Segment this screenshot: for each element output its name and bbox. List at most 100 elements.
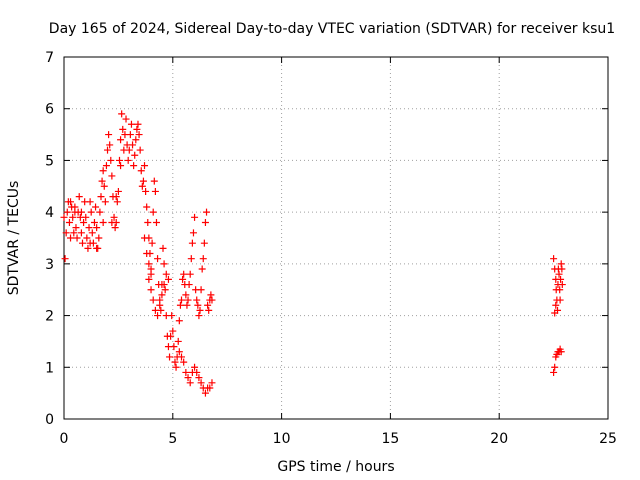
- data-point: [80, 218, 88, 226]
- data-point: [61, 255, 69, 263]
- data-point: [207, 291, 215, 299]
- y-tick-label: 7: [45, 50, 54, 66]
- data-point: [178, 296, 186, 304]
- data-point: [135, 131, 143, 139]
- data-point: [118, 110, 126, 118]
- x-tick-label: 5: [168, 431, 177, 447]
- data-point: [137, 167, 145, 175]
- data-point: [99, 167, 107, 175]
- axis-ticks: [63, 56, 609, 420]
- data-point: [141, 162, 149, 170]
- data-point: [204, 301, 212, 309]
- data-point: [185, 281, 193, 289]
- data-point: [97, 193, 105, 201]
- data-point: [82, 213, 90, 221]
- data-point: [152, 218, 160, 226]
- data-point: [180, 358, 188, 366]
- data-point: [551, 309, 559, 317]
- data-point: [174, 337, 182, 345]
- data-point: [131, 151, 139, 159]
- data-point: [143, 203, 151, 211]
- data-point: [77, 229, 85, 237]
- data-point: [101, 198, 109, 206]
- data-point: [117, 162, 125, 170]
- data-point: [201, 218, 209, 226]
- data-point: [70, 229, 78, 237]
- data-point: [88, 229, 96, 237]
- data-point: [92, 203, 100, 211]
- data-point: [550, 255, 558, 263]
- data-point: [147, 270, 155, 278]
- data-point: [145, 275, 153, 283]
- data-point: [175, 348, 183, 356]
- data-point: [556, 296, 564, 304]
- data-point: [183, 301, 191, 309]
- data-point: [122, 115, 130, 123]
- y-tick-label: 2: [45, 309, 54, 325]
- data-point: [191, 363, 199, 371]
- data-point: [95, 234, 103, 242]
- data-point: [148, 239, 156, 247]
- data-point: [136, 146, 144, 154]
- data-point: [63, 208, 71, 216]
- data-point: [154, 312, 162, 320]
- data-point: [160, 260, 168, 268]
- data-point: [127, 120, 135, 128]
- data-point: [106, 141, 114, 149]
- data-point: [208, 296, 216, 304]
- data-point: [154, 255, 162, 263]
- data-point: [184, 374, 192, 382]
- data-point: [178, 353, 186, 361]
- data-point: [130, 162, 138, 170]
- data-point: [142, 187, 150, 195]
- data-point: [200, 239, 208, 247]
- data-point: [193, 368, 201, 376]
- data-point: [557, 348, 565, 356]
- data-point: [191, 213, 199, 221]
- x-tick-labels: 0 5 10 15 20 25: [60, 431, 617, 447]
- data-point: [172, 363, 180, 371]
- data-point: [75, 193, 83, 201]
- data-point: [197, 379, 205, 387]
- data-point: [186, 270, 194, 278]
- series-sdtvar-late: [550, 255, 566, 376]
- data-point: [110, 213, 118, 221]
- data-point: [85, 224, 93, 232]
- data-point: [179, 275, 187, 283]
- data-point: [119, 125, 127, 133]
- data-point: [203, 208, 211, 216]
- data-point: [111, 224, 119, 232]
- data-point: [73, 234, 81, 242]
- data-point: [198, 265, 206, 273]
- data-point: [60, 213, 68, 221]
- y-tick-label: 3: [45, 257, 54, 273]
- x-axis-label: GPS time / hours: [277, 459, 394, 475]
- data-point: [133, 125, 141, 133]
- data-point: [159, 244, 167, 252]
- data-point: [158, 291, 166, 299]
- grid: [64, 57, 608, 419]
- data-point: [112, 193, 120, 201]
- x-tick-label: 15: [381, 431, 399, 447]
- data-point: [195, 374, 203, 382]
- data-point: [558, 265, 566, 273]
- data-point: [107, 156, 115, 164]
- data-point: [62, 229, 70, 237]
- data-point: [171, 358, 179, 366]
- x-tick-label: 0: [60, 431, 69, 447]
- data-point: [196, 306, 204, 314]
- data-point: [176, 301, 184, 309]
- data-point: [206, 384, 214, 392]
- data-point: [134, 120, 142, 128]
- data-point: [193, 296, 201, 304]
- data-point: [98, 177, 106, 185]
- data-point: [162, 270, 170, 278]
- data-point: [65, 218, 73, 226]
- data-point: [67, 234, 75, 242]
- data-point: [145, 260, 153, 268]
- data-point: [144, 218, 152, 226]
- data-point: [175, 317, 183, 325]
- y-tick-label: 5: [45, 153, 54, 169]
- x-tick-label: 20: [490, 431, 508, 447]
- y-tick-label: 4: [45, 205, 54, 221]
